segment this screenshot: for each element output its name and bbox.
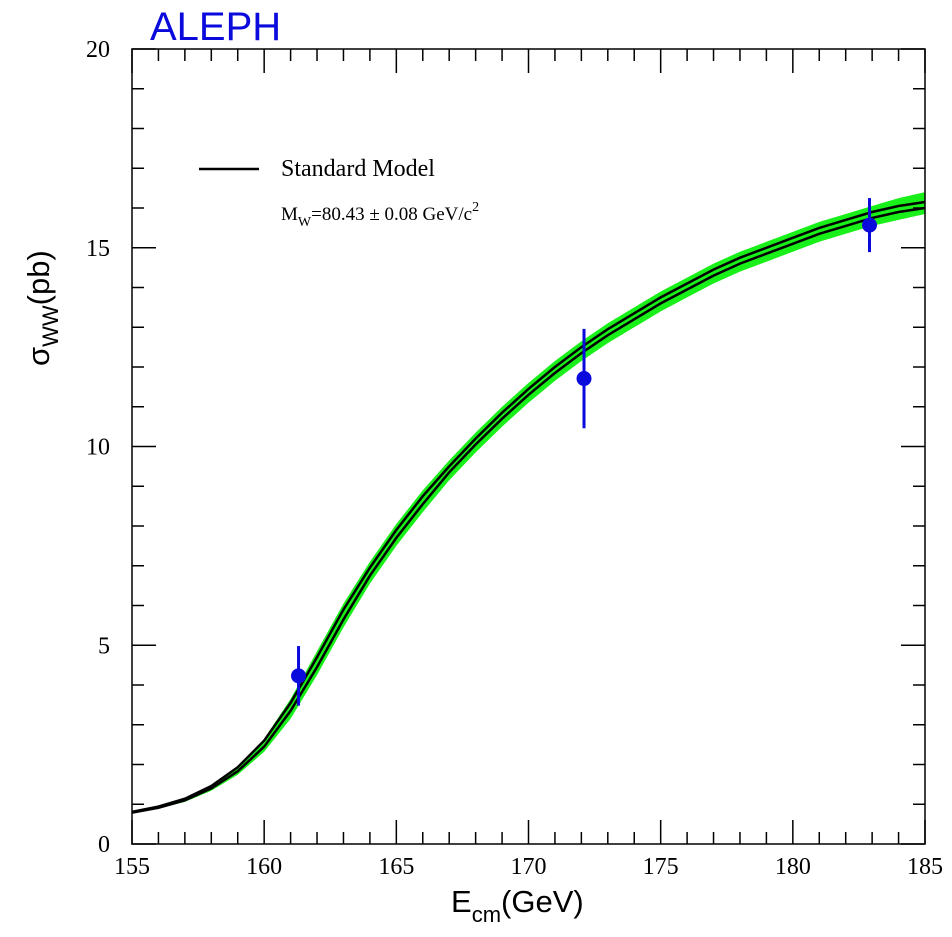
x-tick-label: 165 [378, 854, 414, 880]
y-tick-label: 5 [98, 633, 110, 659]
data-point [291, 668, 307, 684]
sm-curve-lower [131, 206, 926, 814]
sm-curve-upper [131, 200, 926, 814]
legend-note-main: M [281, 204, 298, 225]
x-tick-label: 175 [643, 854, 679, 880]
chart-title: ALEPH [150, 5, 281, 49]
y-axis-label-rest: (pb) [21, 250, 56, 305]
y-tick-label: 10 [86, 435, 110, 461]
x-axis-ticks: 155 160 165 170 175 180 185 [114, 49, 943, 880]
legend: Standard Model MW=80.43 ± 0.08 GeV/c2 [199, 156, 479, 230]
y-axis-label-sub: WW [38, 305, 63, 347]
x-axis-label-rest: (GeV) [501, 884, 584, 919]
x-axis-label-main: E [451, 884, 472, 919]
x-tick-label: 185 [907, 854, 943, 880]
y-axis-label: σWW(pb) [21, 250, 63, 366]
y-axis-ticks: 0 5 10 15 20 [86, 37, 925, 858]
x-tick-label: 155 [114, 854, 150, 880]
legend-label: Standard Model [281, 156, 435, 182]
y-axis-label-main: σ [21, 347, 56, 366]
legend-note-sub: W [298, 215, 312, 230]
y-tick-label: 20 [86, 37, 110, 63]
legend-note: MW=80.43 ± 0.08 GeV/c2 [281, 200, 479, 230]
x-tick-label: 180 [775, 854, 811, 880]
legend-note-sup: 2 [472, 200, 479, 215]
x-tick-label: 170 [511, 854, 547, 880]
legend-note-rest: =80.43 ± 0.08 GeV/c [311, 204, 472, 225]
data-point [576, 371, 592, 387]
y-tick-label: 0 [98, 832, 110, 858]
x-tick-label: 160 [246, 854, 282, 880]
x-axis-label: Ecm(GeV) [451, 884, 584, 927]
plot-area [131, 192, 926, 814]
data-points [291, 198, 877, 706]
x-axis-label-sub: cm [472, 902, 501, 927]
y-tick-label: 15 [86, 236, 110, 262]
data-point [861, 217, 877, 233]
